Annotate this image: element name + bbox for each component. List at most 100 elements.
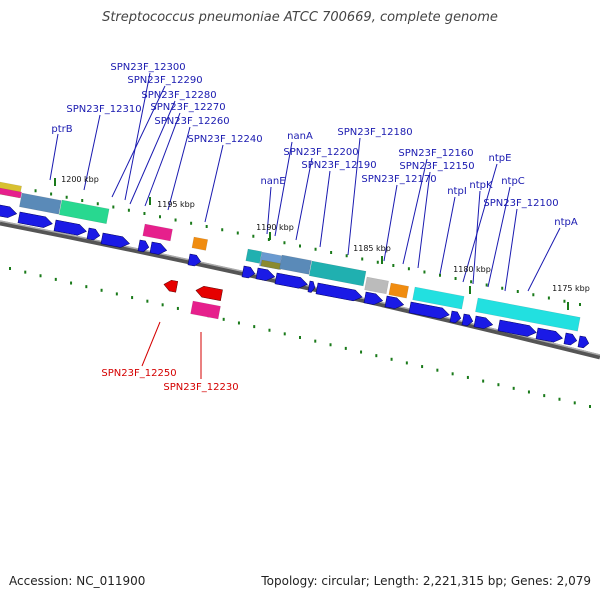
gc-skew-ticks-inner bbox=[9, 267, 591, 408]
label-leader-lines bbox=[49, 72, 561, 379]
reverse-gene-arrow bbox=[195, 286, 223, 301]
scale-label: 1185 kbp bbox=[353, 244, 391, 253]
reverse-gene-arrow bbox=[163, 279, 179, 293]
cog-bar bbox=[58, 199, 110, 224]
leader-line bbox=[504, 208, 518, 292]
scale-labels: 1200 kbp 1195 kbp 1190 kbp 1185 kbp 1180 kbp… bbox=[61, 175, 590, 293]
cog-bar bbox=[0, 187, 22, 199]
reverse-strand-genes bbox=[163, 279, 223, 301]
cog-bar bbox=[279, 254, 312, 275]
cog-bar bbox=[388, 282, 409, 299]
leader-line bbox=[49, 133, 59, 181]
forward-gene-arrow bbox=[563, 332, 578, 346]
cog-feature-track bbox=[0, 181, 581, 332]
gene-label: SPN23F_12170 bbox=[361, 174, 436, 185]
scale-label: 1190 kbp bbox=[256, 223, 294, 232]
leader-line bbox=[347, 137, 361, 256]
gene-labels-blue: SPN23F_12300SPN23F_12290SPN23F_12280SPN2… bbox=[51, 62, 578, 228]
leader-line bbox=[274, 141, 293, 237]
forward-gene-arrow bbox=[0, 204, 18, 218]
forward-gene-arrow bbox=[241, 265, 256, 279]
gene-label: SPN23F_12190 bbox=[301, 160, 376, 171]
leader-line bbox=[383, 184, 398, 262]
scale-label: 1180 kbp bbox=[453, 265, 491, 274]
forward-gene-arrow bbox=[149, 241, 168, 255]
gene-label: SPN23F_12180 bbox=[337, 127, 412, 138]
forward-gene-arrow bbox=[449, 310, 462, 324]
leader-line bbox=[83, 114, 101, 191]
gene-label: SPN23F_12290 bbox=[127, 75, 202, 86]
leader-line bbox=[129, 100, 176, 205]
scale-label: 1200 kbp bbox=[61, 175, 99, 184]
leader-line bbox=[487, 186, 511, 288]
gene-label: SPN23F_12310 bbox=[66, 104, 141, 115]
forward-gene-arrow bbox=[535, 327, 563, 343]
leader-line bbox=[319, 170, 331, 248]
cog-bar bbox=[19, 192, 62, 215]
gene-label: SPN23F_12300 bbox=[110, 62, 185, 73]
map-title: Streptococcus pneumoniae ATCC 700669, co… bbox=[102, 10, 498, 25]
gene-label: ntpA bbox=[554, 217, 578, 228]
forward-gene-arrow bbox=[461, 313, 474, 327]
gene-label: SPN23F_12200 bbox=[283, 147, 358, 158]
forward-gene-arrow bbox=[577, 335, 590, 349]
gene-label: ntpI bbox=[447, 186, 467, 197]
scale-label: 1195 kbp bbox=[157, 200, 195, 209]
gene-label: ntpK bbox=[469, 180, 493, 191]
leader-line bbox=[167, 126, 191, 211]
leader-line bbox=[204, 144, 224, 223]
cog-bar bbox=[412, 286, 465, 310]
cog-bar bbox=[245, 248, 263, 264]
forward-gene-arrow bbox=[497, 319, 537, 337]
leader-line bbox=[141, 321, 161, 367]
gene-label: SPN23F_12150 bbox=[399, 161, 474, 172]
leader-line bbox=[462, 163, 498, 283]
leader-line bbox=[144, 112, 181, 207]
gene-label-reverse: SPN23F_12230 bbox=[163, 382, 238, 393]
forward-gene-arrow bbox=[363, 291, 384, 305]
gene-label: SPN23F_12160 bbox=[398, 148, 473, 159]
leader-line bbox=[472, 190, 481, 285]
forward-strand-genes bbox=[0, 204, 590, 349]
cog-bar bbox=[190, 300, 221, 320]
forward-gene-arrow bbox=[137, 239, 150, 253]
gene-label: SPN23F_12240 bbox=[187, 134, 262, 145]
gc-skew-ticks-outer bbox=[19, 178, 581, 310]
gene-label: ntpE bbox=[489, 153, 512, 164]
leader-line bbox=[527, 227, 561, 292]
forward-gene-arrow bbox=[187, 253, 202, 267]
forward-gene-arrow bbox=[473, 315, 494, 329]
gene-label: ptrB bbox=[51, 124, 72, 135]
cog-bar bbox=[475, 297, 581, 332]
gene-labels-red: SPN23F_12250 SPN23F_12230 bbox=[101, 368, 238, 393]
leader-line bbox=[402, 158, 428, 265]
forward-gene-arrow bbox=[255, 267, 276, 281]
gene-label: ntpC bbox=[501, 176, 525, 187]
forward-gene-arrow bbox=[274, 272, 308, 289]
leader-line bbox=[266, 186, 272, 235]
forward-gene-arrow bbox=[408, 301, 450, 320]
genome-summary-text: Topology: circular; Length: 2,221,315 bp… bbox=[261, 574, 591, 588]
forward-gene-arrow bbox=[53, 219, 87, 236]
gene-label: SPN23F_12100 bbox=[483, 198, 558, 209]
leader-line bbox=[295, 157, 313, 241]
forward-gene-arrow bbox=[307, 280, 316, 293]
leader-line bbox=[111, 85, 166, 198]
cog-bar bbox=[308, 260, 367, 287]
forward-gene-arrow bbox=[384, 295, 405, 309]
gene-label-reverse: SPN23F_12250 bbox=[101, 368, 176, 379]
leader-line bbox=[439, 196, 456, 275]
gene-label: nanE bbox=[260, 176, 285, 187]
gene-label: nanA bbox=[287, 131, 313, 142]
cog-bar bbox=[191, 236, 209, 251]
forward-gene-arrow bbox=[100, 232, 130, 248]
gene-label: SPN23F_12270 bbox=[150, 102, 225, 113]
cog-bar bbox=[364, 276, 389, 295]
gene-label: SPN23F_12260 bbox=[154, 116, 229, 127]
forward-gene-arrow bbox=[86, 227, 101, 241]
forward-gene-arrow bbox=[315, 282, 363, 302]
leader-line bbox=[124, 72, 151, 201]
cog-bar bbox=[142, 223, 173, 242]
accession-text: Accession: NC_011900 bbox=[9, 574, 146, 588]
